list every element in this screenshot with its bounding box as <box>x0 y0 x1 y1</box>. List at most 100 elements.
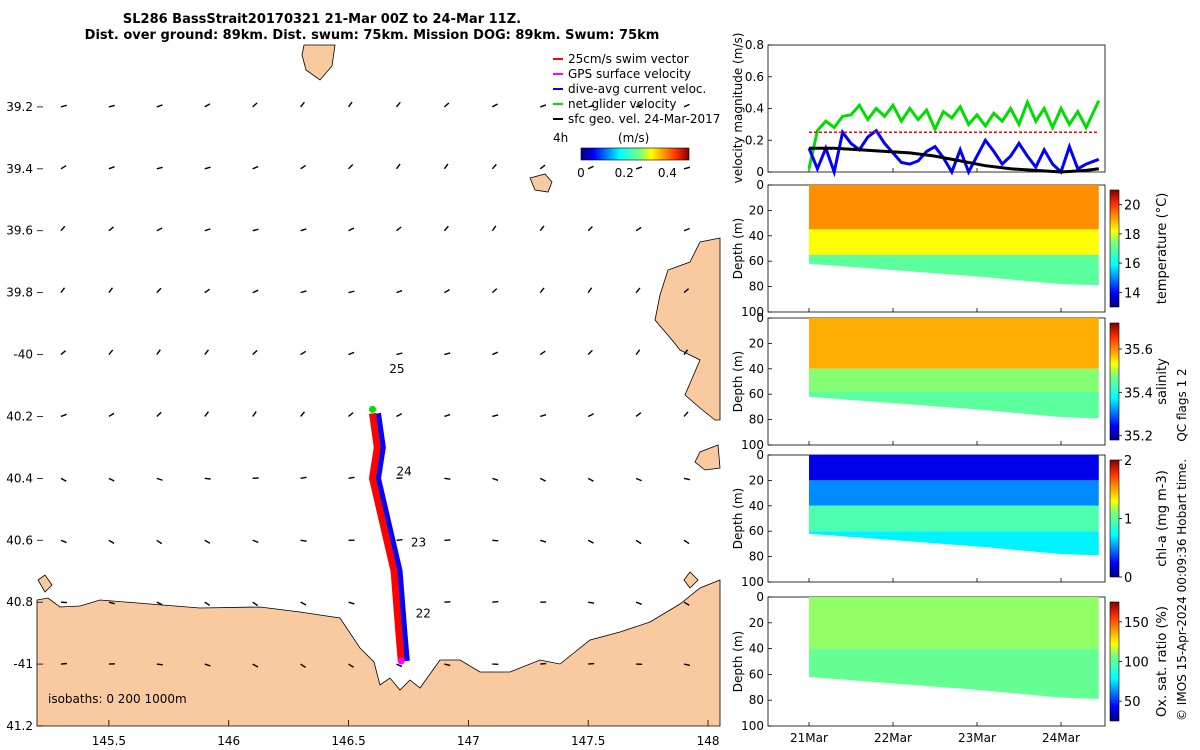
map-y-tick-label: 39.6 <box>6 224 33 238</box>
geo-velocity-arrow <box>156 349 161 355</box>
geo-velocity-arrow <box>252 289 259 294</box>
depth-tick-label: 20 <box>749 616 764 630</box>
geo-velocity-arrow <box>108 226 114 232</box>
geo-velocity-arrow <box>156 477 163 481</box>
geo-velocity-arrow <box>156 411 162 417</box>
velocity-y-tick-label: 0.4 <box>745 102 764 116</box>
section-layer <box>809 318 1099 369</box>
section-layer <box>809 597 1099 649</box>
geo-velocity-arrow <box>396 352 403 356</box>
geo-velocity-arrow <box>204 411 209 417</box>
cape-barren-island <box>694 444 721 471</box>
geo-velocity-arrow <box>252 228 259 232</box>
geo-velocity-arrow <box>348 412 354 417</box>
geo-velocity-arrow <box>492 477 499 481</box>
depth-tick-label: 40 <box>749 642 764 656</box>
chart-title-line2: Dist. over ground: 89km. Dist. swum: 75k… <box>85 28 660 43</box>
day-label: 23 <box>411 535 426 549</box>
colorbar-tick-label: 20 <box>1124 199 1141 214</box>
geo-velocity-arrow <box>683 601 690 606</box>
geo-velocity-arrow <box>395 101 401 108</box>
map-x-tick-label: 146.5 <box>331 734 365 748</box>
geo-velocity-arrow <box>635 412 642 418</box>
geo-velocity-arrow <box>492 351 499 356</box>
geo-velocity-arrow <box>300 290 307 294</box>
map-y-tick-label: 40.2 <box>6 409 33 423</box>
section-layer <box>809 531 1099 556</box>
geo-velocity-arrow <box>204 601 211 607</box>
section-ylabel: Depth (m) <box>731 631 745 692</box>
gps-velocity-marker <box>397 657 405 665</box>
depth-tick-label: 60 <box>749 667 764 681</box>
section-layer <box>809 480 1099 506</box>
legend-label: net glider velocity <box>568 97 676 111</box>
velocity-series <box>807 98 1101 178</box>
geo-velocity-arrow <box>635 601 642 605</box>
section-layer <box>809 391 1099 419</box>
geo-velocity-arrow <box>491 103 498 108</box>
qc-flags-note: QC flags 1 2 <box>1175 368 1189 441</box>
section-colorbar <box>1109 601 1120 722</box>
section-panel-chl-a: 0 20 40 60 80 100 Depth (m) 0 1 2 chl-a (mg m-3) <box>731 448 1170 589</box>
geo-velocity-arrow <box>156 166 163 170</box>
legend-label: dive-avg current veloc. <box>568 82 706 96</box>
imos-credit-note: © IMOS 15-Apr-2024 00:09:36 Hobart time. <box>1175 459 1189 721</box>
section-colorbar-label: temperature (°C) <box>1155 193 1170 305</box>
geo-velocity-arrow <box>396 226 402 232</box>
geo-velocity-arrow <box>108 166 115 170</box>
geo-velocity-arrow <box>587 226 593 232</box>
colorbar-tick-label: 18 <box>1124 228 1141 243</box>
legend-label: sfc geo. vel. 24-Mar-2017 <box>568 112 720 126</box>
geo-velocity-arrow <box>395 163 401 170</box>
geo-velocity-arrow <box>587 477 594 482</box>
geo-velocity-arrow <box>60 413 67 418</box>
colorbar-tick-label: 14 <box>1124 286 1141 301</box>
geo-velocity-arrow <box>347 101 353 108</box>
day-label: 25 <box>389 362 404 376</box>
geo-velocity-arrow <box>348 290 355 294</box>
geo-velocity-arrow <box>444 413 451 418</box>
geo-velocity-arrow <box>300 350 307 356</box>
geo-velocity-arrow <box>587 539 594 544</box>
geo-velocity-arrow <box>443 163 449 170</box>
map-y-tick-label: 39.4 <box>6 162 33 176</box>
geo-velocity-arrow <box>108 104 115 108</box>
king-island <box>301 44 336 81</box>
colorbar-tick-label: 150 <box>1124 616 1149 631</box>
swim-vector-track <box>368 412 405 662</box>
section-ylabel: Depth (m) <box>731 218 745 279</box>
geo-velocity-arrow <box>635 287 641 294</box>
geo-velocity-arrow <box>683 663 691 667</box>
geo-velocity-arrow <box>635 539 642 545</box>
map-y-tick-label: 41.2 <box>6 719 33 733</box>
geo-velocity-arrow <box>156 287 162 294</box>
colorbar-tick-label: 16 <box>1124 257 1141 272</box>
velocity-series-line <box>809 146 1099 174</box>
legend-label: 25cm/s swim vector <box>568 52 689 66</box>
geo-velocity-arrow <box>60 539 67 544</box>
geo-velocity-arrow <box>300 601 307 606</box>
depth-tick-label: 80 <box>749 280 764 294</box>
geo-velocity-arrow <box>635 104 643 108</box>
velocity-series-line <box>807 98 1101 170</box>
geo-velocity-arrow <box>587 165 594 170</box>
geo-velocity-arrow <box>204 288 211 294</box>
map-x-tick-label: 148 <box>697 734 720 748</box>
map-x-tick-label: 146 <box>217 734 240 748</box>
depth-tick-label: 80 <box>749 413 764 427</box>
geo-velocity-arrow <box>396 289 403 294</box>
geo-velocity-arrow <box>491 163 497 170</box>
geo-velocity-arrow <box>252 411 257 417</box>
geo-velocity-arrow <box>60 165 67 170</box>
geo-velocity-arrow <box>204 228 211 232</box>
map-y-tick-label: 39.8 <box>6 286 33 300</box>
colorbar-tick-label: 100 <box>1124 656 1149 671</box>
depth-tick-label: 40 <box>749 499 764 513</box>
geo-velocity-arrow <box>252 601 259 607</box>
date-tick-label: 24Mar <box>1042 731 1080 745</box>
section-layer <box>809 368 1099 392</box>
section-panel-temperature: 0 20 40 60 80 100 Depth (m) 14 16 18 20 temperature… <box>731 178 1170 319</box>
